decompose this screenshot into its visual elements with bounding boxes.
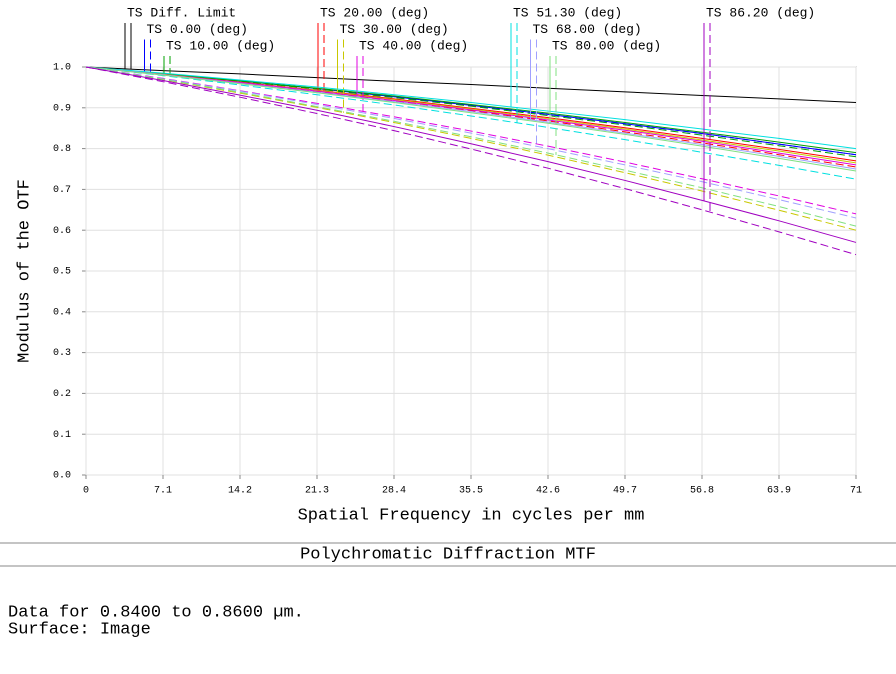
tangential-line	[85, 66, 857, 103]
x-tick-label: 28.4	[382, 486, 406, 497]
sagittal-line	[85, 66, 857, 231]
tangential-line	[85, 66, 857, 166]
sagittal-line	[85, 66, 857, 219]
x-tick-label: 21.3	[305, 486, 329, 497]
x-tick-label: 49.7	[613, 486, 637, 497]
y-tick-label: 0.7	[53, 185, 71, 196]
legend-label: TS 68.00 (deg)	[533, 22, 642, 37]
x-tick-label: 0	[83, 486, 89, 497]
tangential-line	[85, 66, 857, 150]
sagittal-line	[85, 66, 857, 168]
tangential-line	[85, 66, 857, 154]
tangential-line	[85, 66, 857, 172]
legend-label: TS 30.00 (deg)	[340, 22, 449, 37]
x-axis-title: Spatial Frequency in cycles per mm	[298, 506, 645, 525]
x-tick-label: 35.5	[459, 486, 483, 497]
legend-label: TS 0.00 (deg)	[147, 22, 248, 37]
sagittal-line	[85, 66, 857, 158]
y-tick-label: 0.3	[53, 348, 71, 359]
chart-title: Polychromatic Diffraction MTF	[300, 545, 596, 564]
y-tick-label: 0.5	[53, 267, 71, 278]
x-tick-label: 14.2	[228, 486, 252, 497]
legend-label: TS Diff. Limit	[127, 5, 236, 20]
legend-label: TS 40.00 (deg)	[359, 38, 468, 53]
y-tick-label: 0.8	[53, 144, 71, 155]
x-tick-label: 63.9	[767, 486, 791, 497]
tangential-line	[85, 66, 857, 243]
legend-label: TS 86.20 (deg)	[706, 5, 815, 20]
legend-label: TS 20.00 (deg)	[320, 5, 429, 20]
y-tick-label: 0.6	[53, 226, 71, 237]
sagittal-line	[85, 66, 857, 215]
legend-label: TS 10.00 (deg)	[166, 38, 275, 53]
y-tick-label: 0.4	[53, 307, 71, 318]
legend-label: TS 80.00 (deg)	[552, 38, 661, 53]
legend-label: TS 51.30 (deg)	[513, 5, 622, 20]
y-tick-label: 0.2	[53, 389, 71, 400]
y-tick-label: 0.1	[53, 430, 71, 441]
x-tick-label: 42.6	[536, 486, 560, 497]
y-axis-title: Modulus of the OTF	[15, 179, 34, 363]
y-tick-label: 1.0	[53, 63, 71, 74]
note: Data for 0.8400 to 0.8600 µm.	[8, 603, 304, 622]
x-tick-label: 7.1	[154, 486, 172, 497]
x-tick-label: 71	[850, 486, 862, 497]
note: Surface: Image	[8, 620, 151, 639]
y-tick-label: 0.9	[53, 103, 71, 114]
sagittal-line	[85, 66, 857, 180]
sagittal-line	[85, 66, 857, 227]
y-tick-label: 0.0	[53, 471, 71, 482]
x-tick-label: 56.8	[690, 486, 714, 497]
sagittal-line	[85, 66, 857, 156]
